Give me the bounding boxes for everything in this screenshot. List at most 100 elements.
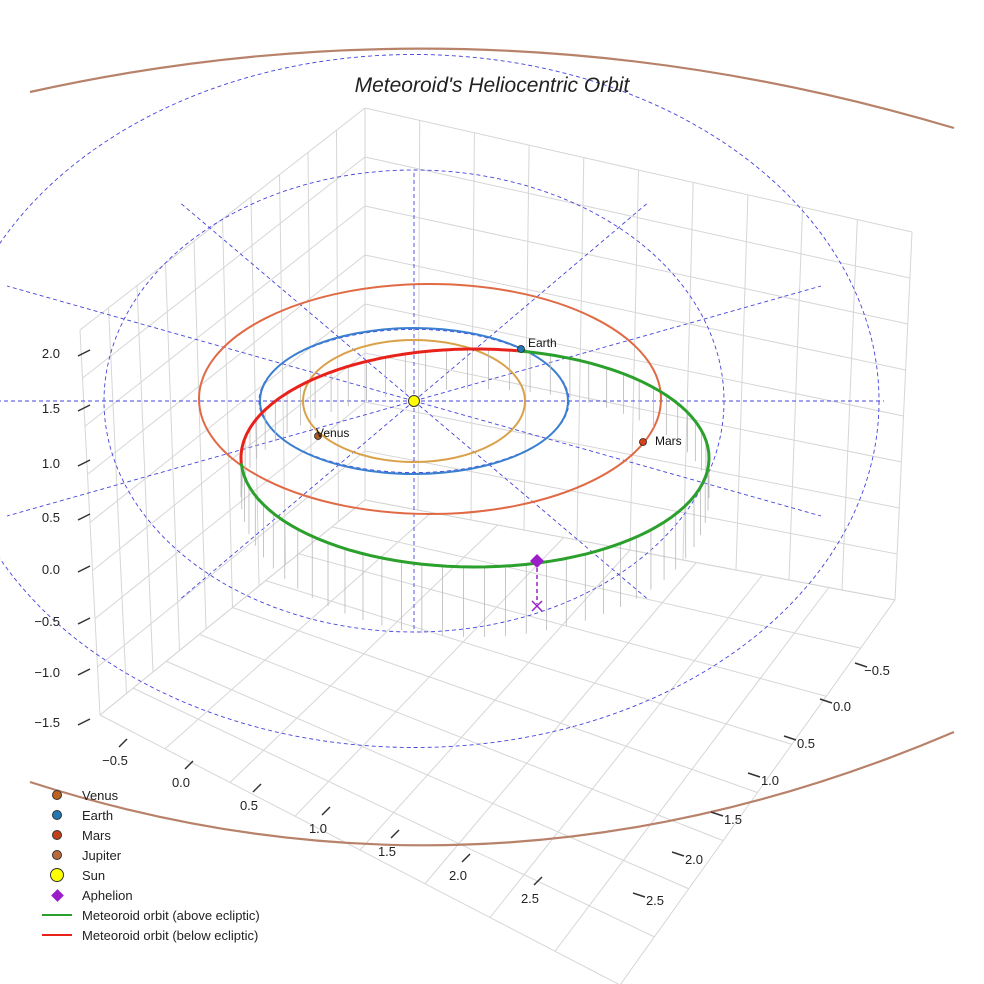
chart-title: Meteoroid's Heliocentric Orbit: [354, 74, 630, 97]
grid-line: [364, 450, 898, 555]
grid-line: [364, 303, 904, 417]
grid-line: [87, 254, 366, 475]
x-tick-mark: [252, 783, 262, 793]
earth-marker: [517, 345, 525, 353]
aphelion-marker: [530, 554, 544, 568]
z-tick-label: 1.5: [42, 401, 60, 416]
x-tick-mark: [461, 853, 471, 863]
grid-line: [489, 574, 763, 918]
z-tick-mark: [77, 718, 91, 726]
ecliptic-spoke: [413, 285, 822, 402]
planet-label: Venus: [316, 426, 349, 440]
z-tick-label: 0.5: [42, 510, 60, 525]
ecliptic-spoke: [178, 400, 415, 601]
jupiter-orbit-arc: [29, 47, 955, 130]
ecliptic-spoke: [413, 400, 822, 517]
z-tick-label: 2.0: [42, 346, 60, 361]
y-tick-label: 0.0: [833, 699, 851, 714]
mars-marker: [639, 438, 647, 446]
earth-orbit: [259, 327, 569, 475]
x-tick-mark: [118, 738, 128, 748]
legend-symbol: [40, 925, 74, 945]
grid-line: [364, 156, 910, 279]
y-tick-label: 2.0: [685, 852, 703, 867]
legend-item: Earth: [40, 805, 260, 825]
ecliptic-grid: [0, 54, 884, 748]
y-tick-label: 2.5: [646, 893, 664, 908]
grid-line: [82, 156, 366, 379]
y-tick-label: 1.0: [761, 773, 779, 788]
x-tick-label: 0.0: [172, 775, 190, 790]
ecliptic-spoke: [413, 400, 650, 601]
z-tick-label: −0.5: [34, 614, 60, 629]
z-tick-label: 1.0: [42, 456, 60, 471]
x-tick-label: 1.0: [309, 821, 327, 836]
legend-item: Aphelion: [40, 885, 260, 905]
legend-item: Meteoroid orbit (above ecliptic): [40, 905, 260, 925]
legend-label: Meteoroid orbit (above ecliptic): [82, 907, 260, 923]
x-tick-mark: [533, 876, 543, 886]
legend-symbol: [40, 825, 74, 845]
legend-label: Mars: [82, 827, 111, 843]
legend: Venus Earth Mars Jupiter Sun Aphelion Meteoroi…: [40, 785, 260, 945]
legend-item: Sun: [40, 865, 260, 885]
mars-orbit: [198, 283, 662, 515]
grid-line: [92, 352, 366, 572]
legend-symbol: [40, 845, 74, 865]
legend-symbol: [40, 865, 74, 885]
y-tick-label: 0.5: [797, 736, 815, 751]
x-tick-mark: [390, 829, 400, 839]
grid-line: [84, 205, 366, 427]
z-tick-mark: [77, 668, 91, 676]
grid-line: [424, 562, 697, 885]
sun-marker: [408, 395, 420, 407]
x-tick-label: 1.5: [378, 844, 396, 859]
legend-item: Jupiter: [40, 845, 260, 865]
grid-line: [298, 553, 827, 697]
z-tick-mark: [77, 617, 91, 625]
grid-line: [554, 587, 830, 952]
legend-item: Venus: [40, 785, 260, 805]
legend-item: Mars: [40, 825, 260, 845]
x-tick-label: 2.5: [521, 891, 539, 906]
y-tick-mark: [710, 811, 724, 817]
legend-label: Meteoroid orbit (below ecliptic): [82, 927, 259, 943]
legend-swatch: [52, 810, 62, 820]
z-tick-mark: [77, 459, 91, 467]
legend-label: Venus: [82, 787, 119, 803]
z-tick-label: 0.0: [42, 562, 60, 577]
ecliptic-spoke: [6, 285, 415, 402]
y-tick-mark: [854, 662, 868, 668]
aphelion-projection-marker: [531, 600, 543, 612]
y-tick-label: 1.5: [724, 812, 742, 827]
ecliptic-spoke: [413, 201, 650, 402]
markers: Venus Earth Mars: [314, 336, 682, 612]
jupiter-orbit-arc: [29, 730, 955, 847]
z-tick-mark: [77, 513, 91, 521]
meteoroid-orbit-above: [239, 349, 711, 569]
legend-swatch: [42, 914, 72, 916]
x-tick-label: 0.5: [240, 798, 258, 813]
grid-line: [364, 499, 896, 601]
venus-marker: [314, 432, 322, 440]
x-tick-label: −0.5: [102, 753, 128, 768]
legend-swatch: [52, 850, 62, 860]
legend-swatch: [42, 934, 72, 936]
legend-symbol: [40, 885, 74, 905]
planet-orbits: [29, 47, 955, 847]
meteoroid-orbit-below: [239, 347, 518, 464]
legend-label: Earth: [82, 807, 114, 823]
z-tick-label: −1.5: [34, 715, 60, 730]
legend-swatch: [52, 830, 62, 840]
legend-label: Aphelion: [82, 887, 133, 903]
legend-symbol: [40, 785, 74, 805]
venus-orbit: [302, 339, 526, 463]
y-tick-label: −0.5: [864, 663, 890, 678]
legend-symbol: [40, 905, 74, 925]
planet-label: Earth: [528, 336, 557, 350]
legend-swatch: [50, 868, 64, 882]
axes-box: [79, 107, 913, 984]
axis-ticks: 2.0 1.5 1.0 0.5 0.0 −0.5 −1.0 −1.5 −0.5 0.0 0.5 1.0…: [34, 346, 890, 908]
x-tick-mark: [184, 760, 194, 770]
